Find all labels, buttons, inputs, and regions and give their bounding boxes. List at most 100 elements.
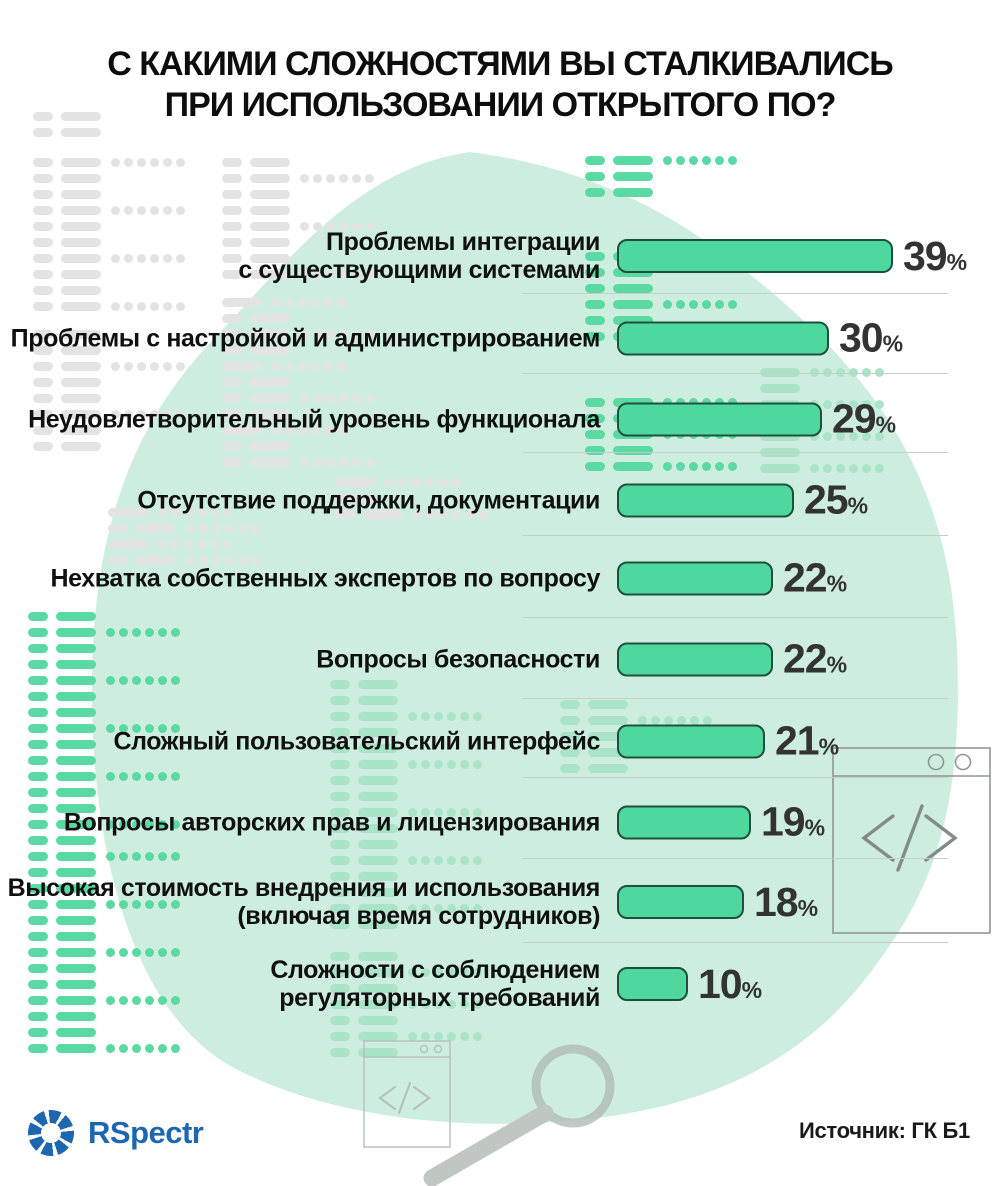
bar-label-line: (включая время сотрудников)	[237, 902, 600, 930]
row-divider	[523, 858, 948, 859]
bar-value-unit: %	[847, 492, 869, 519]
bar-value-unit: %	[804, 814, 826, 841]
bar-value: 18%	[754, 879, 818, 926]
bar-row: Вопросы авторских прав и лицензирования 1…	[0, 799, 1000, 846]
bar-value: 19%	[761, 799, 825, 846]
window-button-icon	[954, 753, 972, 771]
bar-row: Проблемы с настройкой и администрировани…	[0, 315, 1000, 362]
bar-row: Проблемы интеграции с существующими систе…	[0, 228, 1000, 284]
code-icon	[861, 804, 958, 872]
bar-row: Нехватка собственных экспертов по вопрос…	[0, 555, 1000, 602]
bar-value-unit: %	[818, 733, 840, 760]
bar-label: Проблемы с настройкой и администрировани…	[0, 324, 601, 352]
window-frame	[363, 1040, 451, 1148]
title-line-2: ПРИ ИСПОЛЬЗОВАНИИ ОТКРЫТОГО ПО?	[164, 86, 837, 124]
row-divider	[523, 452, 948, 453]
bar-label: Сложности с соблюдением регуляторных треб…	[0, 956, 600, 1012]
bar-value-unit: %	[741, 976, 763, 1003]
bar-label-line: Вопросы безопасности	[316, 645, 600, 673]
window-button-icon	[419, 1044, 429, 1054]
bar-value-unit: %	[875, 411, 897, 438]
bar	[617, 967, 688, 1001]
row-divider	[523, 617, 948, 618]
bar-label: Проблемы интеграции с существующими систе…	[0, 228, 600, 284]
window-button-icon	[927, 753, 945, 771]
bar-label-line: Высокая стоимость внедрения и использова…	[7, 874, 601, 902]
bar-row: Сложный пользовательский интерфейс 21%	[0, 718, 1000, 765]
bar-value: 10%	[698, 961, 762, 1008]
row-divider	[523, 777, 948, 778]
bar-label-line: регуляторных требований	[279, 984, 600, 1012]
bar-value: 22%	[783, 555, 847, 602]
bar-label-line: Сложности с соблюдением	[270, 956, 600, 984]
bar-value-number: 18	[754, 878, 799, 925]
bar-value-number: 29	[832, 395, 877, 442]
bar-row: Отсутствие поддержки, документации 25%	[0, 477, 1000, 524]
bar-value-number: 19	[761, 798, 806, 845]
bar	[617, 724, 765, 758]
bar-label: Вопросы безопасности	[0, 645, 600, 673]
bar-value: 22%	[783, 636, 847, 683]
bar-label: Нехватка собственных экспертов по вопрос…	[0, 564, 600, 592]
bar-label-line: Неудовлетворительный уровень функционала	[28, 405, 600, 433]
bar-label-line: Проблемы интеграции	[326, 228, 600, 256]
bar-label: Вопросы авторских прав и лицензирования	[0, 808, 601, 836]
bar-value-number: 22	[783, 554, 828, 601]
bar-value: 25%	[804, 477, 868, 524]
bar-label-line: Нехватка собственных экспертов по вопрос…	[50, 564, 600, 592]
bar-value-number: 22	[783, 635, 828, 682]
bar-label: Неудовлетворительный уровень функционала	[0, 405, 600, 433]
bar-label: Отсутствие поддержки, документации	[0, 486, 600, 514]
row-divider	[523, 698, 948, 699]
bar	[617, 642, 773, 676]
rspectr-logo-text: RSpectr	[88, 1115, 204, 1150]
row-divider	[523, 942, 948, 943]
bar-label-line: Отсутствие поддержки, документации	[137, 486, 600, 514]
bar-label: Высокая стоимость внедрения и использова…	[0, 874, 601, 930]
source-label: Источник: ГК Б1	[798, 1118, 970, 1143]
bar-value-unit: %	[797, 894, 819, 921]
rspectr-logo: RSpectr	[28, 1110, 204, 1156]
bar-label-line: Проблемы с настройкой и администрировани…	[10, 324, 601, 352]
row-divider	[523, 373, 948, 374]
bar-label-line: Вопросы авторских прав и лицензирования	[63, 808, 601, 836]
row-divider	[523, 535, 948, 536]
title-line-1: С КАКИМИ СЛОЖНОСТЯМИ ВЫ СТАЛКИВАЛИСЬ	[107, 45, 893, 83]
bar-label-line: с существующими системами	[238, 256, 600, 284]
bar-value-number: 21	[775, 717, 820, 764]
rspectr-shutter-icon	[28, 1110, 74, 1156]
bar	[617, 321, 829, 355]
bar-row: Сложности с соблюдением регуляторных треб…	[0, 956, 1000, 1012]
bar-value-number: 25	[804, 476, 849, 523]
bar-value: 30%	[839, 315, 903, 362]
blob-shape	[91, 152, 958, 1124]
window-frame	[832, 747, 991, 934]
bar-value-unit: %	[882, 330, 904, 357]
bar-value-unit: %	[946, 248, 968, 275]
bar-row: Высокая стоимость внедрения и использова…	[0, 874, 1000, 930]
bar-value: 29%	[832, 396, 896, 443]
bar-label-line: Сложный пользовательский интерфейс	[113, 727, 600, 755]
bar	[617, 561, 773, 595]
bar-value-unit: %	[826, 570, 848, 597]
row-divider	[523, 293, 948, 294]
code-icon	[378, 1081, 431, 1115]
bar-row: Вопросы безопасности 22%	[0, 636, 1000, 683]
bar-value-unit: %	[826, 651, 848, 678]
bar	[617, 239, 893, 273]
bar-value: 21%	[775, 718, 839, 765]
bar-row: Неудовлетворительный уровень функционала…	[0, 396, 1000, 443]
window-button-icon	[433, 1044, 443, 1054]
bar	[617, 483, 794, 517]
bar-value-number: 10	[698, 960, 743, 1007]
bar-label: Сложный пользовательский интерфейс	[0, 727, 600, 755]
bar-value-number: 30	[839, 314, 884, 361]
bar-value-number: 39	[903, 232, 948, 279]
page-title: С КАКИМИ СЛОЖНОСТЯМИ ВЫ СТАЛКИВАЛИСЬ ПРИ…	[0, 44, 1000, 126]
